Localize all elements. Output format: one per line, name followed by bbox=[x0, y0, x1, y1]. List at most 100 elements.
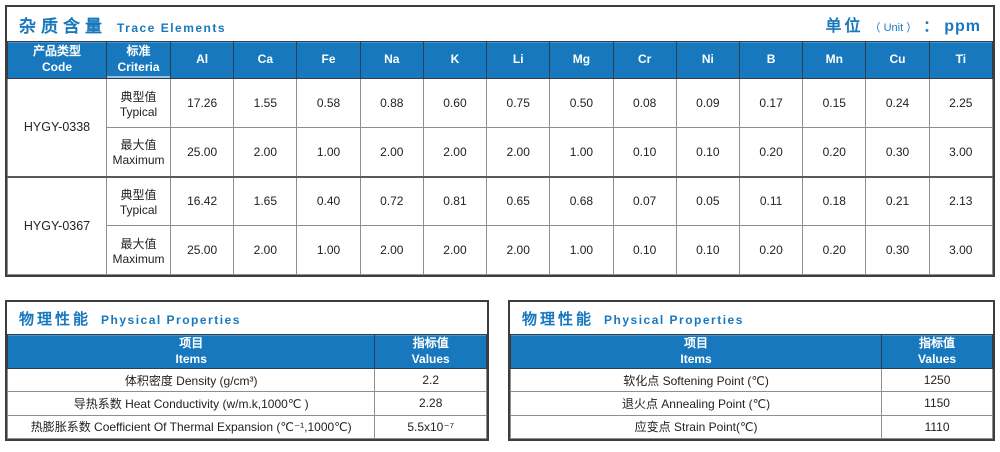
value-cell: 0.15 bbox=[802, 78, 867, 128]
criteria-zh: 典型值 bbox=[120, 187, 157, 202]
physical-row-softening-point: 软化点 Softening Point (℃) 1250 bbox=[509, 367, 993, 393]
unit-en: （ Unit ） bbox=[869, 22, 918, 34]
value-cell: 0.72 bbox=[359, 175, 424, 226]
value-cell: 1.65 bbox=[233, 175, 298, 226]
value-cell: 0.07 bbox=[612, 175, 677, 226]
value-cell: 1.55 bbox=[233, 78, 298, 128]
value-cell: 0.18 bbox=[802, 175, 867, 226]
physical-properties-left-section: 物理性能 Physical Properties 项目 Items 指标值 Va… bbox=[5, 300, 489, 441]
value-cell: 2.00 bbox=[486, 127, 551, 177]
value-cell: 0.40 bbox=[296, 175, 361, 226]
value-cell: 0.10 bbox=[612, 225, 677, 275]
physical-right-title-zh: 物理性能 bbox=[522, 310, 595, 328]
element-header-na: Na bbox=[359, 41, 424, 79]
trace-row-0338-typical: HYGY-0338 典型值 Typical 17.26 1.55 0.58 0.… bbox=[7, 78, 994, 177]
value-cell: 2.13 bbox=[928, 175, 994, 226]
value-cell: 0.20 bbox=[802, 127, 867, 177]
trace-title-zh: 杂质含量 bbox=[19, 16, 107, 36]
values-zh: 指标值 bbox=[919, 335, 956, 350]
values-en: Values bbox=[918, 351, 957, 366]
col-code-zh: 产品类型 bbox=[32, 44, 81, 59]
physical-row-thermal-expansion: 热膨胀系数 Coefficient Of Thermal Expansion (… bbox=[6, 414, 487, 439]
value-cell: 0.88 bbox=[359, 78, 424, 128]
value-cell: 25.00 bbox=[169, 127, 235, 177]
element-header-ni: Ni bbox=[675, 41, 740, 79]
value-cell: 16.42 bbox=[169, 175, 235, 226]
value-cell: 2.00 bbox=[359, 127, 424, 177]
value-cell: 2.2 bbox=[374, 367, 487, 393]
physical-properties-right-section: 物理性能 Physical Properties 项目 Items 指标值 Va… bbox=[508, 300, 995, 441]
physical-left-header-row: 项目 Items 指标值 Values bbox=[6, 334, 487, 369]
value-cell: 1.00 bbox=[549, 225, 614, 275]
col-header-items: 项目 Items bbox=[6, 334, 376, 369]
physical-left-title-zh: 物理性能 bbox=[19, 310, 92, 328]
value-cell: 17.26 bbox=[169, 78, 235, 128]
value-cell: 1.00 bbox=[296, 127, 361, 177]
value-cell: 0.20 bbox=[738, 127, 804, 177]
physical-left-title: 物理性能 Physical Properties bbox=[19, 308, 241, 329]
value-cell: 0.30 bbox=[865, 225, 930, 275]
value-cell: 1150 bbox=[881, 391, 993, 416]
criteria-cell-typical: 典型值 Typical bbox=[106, 175, 171, 226]
items-en: Items bbox=[175, 351, 207, 366]
unit-zh: 单位 bbox=[825, 18, 864, 35]
col-header-code: 产品类型 Code bbox=[7, 41, 107, 79]
physical-right-titlebar: 物理性能 Physical Properties bbox=[510, 302, 993, 334]
value-cell: 0.75 bbox=[486, 78, 551, 128]
trace-header-row: 产品类型 Code 标准 Criteria Al Ca Fe Na K Li M… bbox=[7, 41, 994, 79]
trace-row-0367-typical: HYGY-0367 典型值 Typical 16.42 1.65 0.40 0.… bbox=[7, 175, 994, 275]
trace-title-en: Trace Elements bbox=[117, 20, 227, 35]
trace-row-0367-maximum: 最大值 Maximum 25.00 2.00 1.00 2.00 2.00 2.… bbox=[8, 225, 994, 275]
value-cell: 2.00 bbox=[359, 225, 424, 275]
product-code-cell: HYGY-0338 bbox=[7, 78, 107, 177]
value-cell: 0.10 bbox=[675, 127, 740, 177]
criteria-cell-maximum: 最大值 Maximum bbox=[106, 127, 171, 177]
trace-elements-titlebar: 杂质含量 Trace Elements 单位 （ Unit ） ： ppm bbox=[7, 7, 993, 41]
criteria-en: Typical bbox=[119, 202, 158, 217]
item-cell: 退火点 Annealing Point (℃) bbox=[509, 391, 883, 416]
item-cell: 应变点 Strain Point(℃) bbox=[509, 414, 883, 439]
value-cell: 2.00 bbox=[422, 225, 488, 275]
element-header-b: B bbox=[738, 41, 804, 79]
col-header-criteria: 标准 Criteria bbox=[106, 41, 171, 79]
criteria-en: Maximum bbox=[112, 251, 165, 266]
values-en: Values bbox=[411, 351, 450, 366]
value-cell: 0.65 bbox=[486, 175, 551, 226]
unit-colon: ： bbox=[923, 18, 939, 35]
value-cell: 0.11 bbox=[738, 175, 804, 226]
value-cell: 3.00 bbox=[928, 127, 994, 177]
product-code-cell: HYGY-0367 bbox=[7, 175, 107, 275]
value-cell: 0.21 bbox=[865, 175, 930, 226]
element-header-cr: Cr bbox=[612, 41, 677, 79]
physical-left-title-en: Physical Properties bbox=[101, 312, 241, 327]
value-cell: 5.5x10⁻⁷ bbox=[374, 414, 487, 439]
value-cell: 0.10 bbox=[612, 127, 677, 177]
element-header-ti: Ti bbox=[928, 41, 994, 79]
physical-right-header-row: 项目 Items 指标值 Values bbox=[509, 334, 993, 369]
col-criteria-en: Criteria bbox=[117, 60, 160, 74]
value-cell: 0.09 bbox=[675, 78, 740, 128]
element-header-ca: Ca bbox=[233, 41, 298, 79]
value-cell: 3.00 bbox=[928, 225, 994, 275]
value-cell: 0.81 bbox=[422, 175, 488, 226]
value-cell: 2.25 bbox=[928, 78, 994, 128]
items-en: Items bbox=[680, 351, 712, 366]
value-cell: 0.20 bbox=[738, 225, 804, 275]
item-cell: 导热系数 Heat Conductivity (w/m.k,1000℃ ) bbox=[6, 391, 376, 416]
value-cell: 0.10 bbox=[675, 225, 740, 275]
col-header-values: 指标值 Values bbox=[374, 334, 487, 369]
physical-row-strain-point: 应变点 Strain Point(℃) 1110 bbox=[509, 414, 993, 439]
value-cell: 2.00 bbox=[233, 225, 298, 275]
value-cell: 0.68 bbox=[549, 175, 614, 226]
value-cell: 1110 bbox=[881, 414, 993, 439]
physical-right-title: 物理性能 Physical Properties bbox=[522, 308, 744, 329]
physical-row-heat-conductivity: 导热系数 Heat Conductivity (w/m.k,1000℃ ) 2.… bbox=[6, 391, 487, 416]
item-cell: 热膨胀系数 Coefficient Of Thermal Expansion (… bbox=[6, 414, 376, 439]
criteria-zh: 最大值 bbox=[120, 138, 157, 153]
physical-row-density: 体积密度 Density (g/cm³) 2.2 bbox=[6, 367, 487, 393]
values-zh: 指标值 bbox=[412, 335, 449, 350]
element-header-fe: Fe bbox=[296, 41, 361, 79]
criteria-zh: 典型值 bbox=[120, 89, 157, 104]
value-cell: 0.05 bbox=[675, 175, 740, 226]
criteria-en: Maximum bbox=[112, 153, 165, 168]
